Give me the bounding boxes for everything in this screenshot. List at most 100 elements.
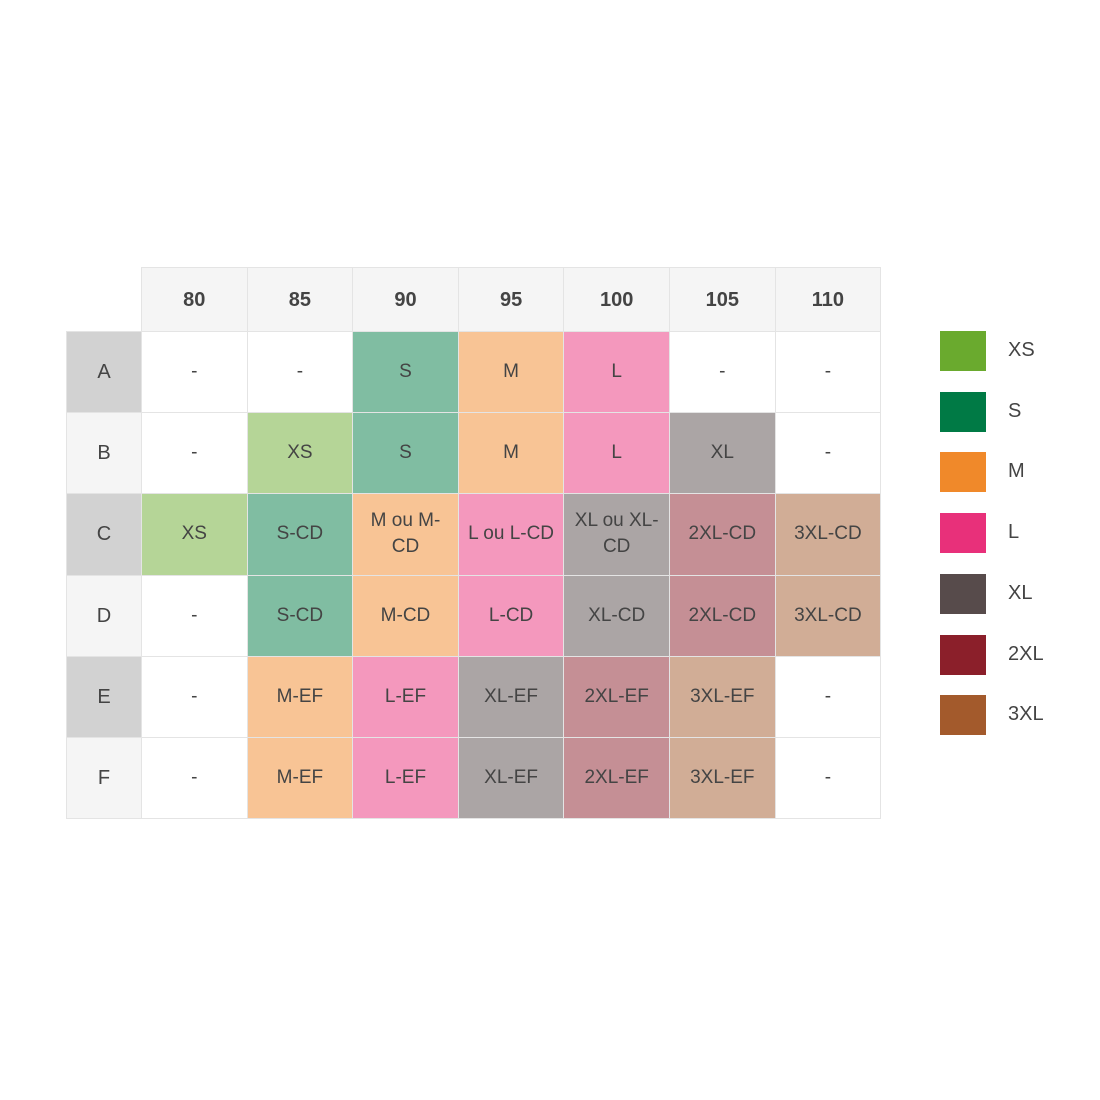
column-header: 105: [669, 267, 776, 332]
table-cell: -: [141, 331, 248, 414]
cell-text: 85: [288, 288, 312, 311]
table-cell: 2XL-CD: [669, 574, 776, 657]
legend-swatch: [940, 391, 986, 432]
cell-text: XL ou XL-CD: [574, 510, 659, 558]
cell-text: -: [191, 361, 198, 383]
table-cell: XL-CD: [563, 574, 670, 657]
table-cell: M: [457, 412, 565, 495]
cell-text: XS: [181, 523, 207, 545]
table-cell: -: [246, 331, 354, 414]
legend-swatch: [940, 452, 986, 493]
table-cell: 3XL-CD: [774, 493, 882, 576]
table-cell: -: [774, 655, 882, 738]
cell-text: L: [611, 442, 622, 464]
cell-text: 80: [183, 288, 206, 311]
cell-text: -: [296, 361, 304, 383]
cell-text: S-CD: [276, 523, 324, 545]
table-cell: 3XL-EF: [669, 655, 776, 738]
table-cell: S-CD: [246, 493, 354, 576]
table-cell: XL ou XL-CD: [563, 493, 670, 576]
cell-text: M ou M-CD: [370, 510, 441, 558]
cell-text: D: [96, 604, 112, 627]
cell-text: E: [97, 685, 111, 708]
table-cell: 2XL-EF: [563, 737, 670, 820]
cell-text: L ou L-CD: [468, 523, 555, 545]
cell-text: -: [719, 361, 726, 383]
table-cell: XL: [669, 412, 776, 495]
cell-text: L-EF: [384, 685, 427, 707]
cell-text: L-CD: [488, 604, 534, 626]
cell-text: 100: [600, 288, 634, 311]
cell-text: F: [97, 767, 111, 790]
row-header: E: [66, 655, 142, 738]
cell-text: 2XL-EF: [584, 685, 649, 707]
cell-text: 90: [394, 288, 417, 311]
column-header: 90: [352, 267, 459, 332]
legend-swatch: [940, 634, 986, 675]
cell-text: C: [96, 523, 112, 546]
legend-label: M: [1008, 460, 1025, 483]
cell-text: A: [97, 361, 111, 384]
column-header: 95: [457, 267, 565, 332]
table-cell: M-CD: [352, 574, 459, 657]
cell-text: 3XL-CD: [794, 604, 862, 626]
cell-text: S-CD: [276, 604, 324, 626]
cell-text: M-EF: [276, 767, 324, 789]
cell-text: XS: [287, 442, 313, 464]
cell-text: 3XL-EF: [690, 767, 755, 789]
table-cell: M: [457, 331, 565, 414]
cell-text: L: [611, 361, 622, 383]
row-header: C: [66, 493, 142, 576]
cell-text: S: [399, 361, 412, 383]
table-cell: -: [141, 574, 248, 657]
cell-text: -: [824, 685, 832, 707]
cell-text: S: [399, 442, 412, 464]
table-cell: S: [352, 412, 459, 495]
table-cell: L-EF: [352, 655, 459, 738]
table-cell: -: [774, 412, 882, 495]
table-cell: L ou L-CD: [457, 493, 565, 576]
table-cell: XL-EF: [457, 655, 565, 738]
table-cell: M-EF: [246, 737, 354, 820]
cell-text: -: [191, 442, 198, 464]
row-header: A: [66, 331, 142, 414]
table-cell: XL-EF: [457, 737, 565, 820]
cell-text: 2XL-CD: [688, 523, 757, 545]
cell-text: M: [503, 442, 519, 464]
legend-label: XL: [1008, 581, 1033, 604]
legend-label: S: [1008, 399, 1022, 422]
cell-text: 2XL-EF: [584, 767, 649, 789]
cell-text: M: [503, 361, 519, 383]
cell-text: L-EF: [384, 767, 427, 789]
cell-text: XL-CD: [588, 604, 646, 626]
cell-text: 3XL-CD: [794, 523, 862, 545]
table-cell: L-EF: [352, 737, 459, 820]
legend-swatch: [940, 573, 986, 614]
table-cell: M ou M-CD: [352, 493, 459, 576]
cell-text: -: [824, 361, 832, 383]
legend-label: L: [1008, 521, 1020, 544]
column-header: 100: [563, 267, 670, 332]
cell-text: M-CD: [380, 604, 431, 626]
cell-text: -: [824, 442, 832, 464]
legend-swatch: [940, 331, 986, 371]
cell-text: 2XL-CD: [688, 604, 757, 626]
table-cell: 3XL-EF: [669, 737, 776, 820]
cell-text: XL-EF: [484, 685, 539, 707]
cell-text: 95: [499, 288, 523, 311]
legend-swatch: [940, 695, 986, 736]
cell-text: 3XL-EF: [690, 685, 755, 707]
row-header: D: [66, 574, 142, 657]
cell-text: -: [824, 767, 832, 789]
table-cell: 2XL-EF: [563, 655, 670, 738]
table-cell: L-CD: [457, 574, 565, 657]
row-header: B: [66, 412, 142, 495]
cell-text: -: [191, 685, 198, 707]
cell-text: 105: [705, 288, 739, 311]
table-cell: L: [563, 412, 670, 495]
legend-label: XS: [1008, 339, 1035, 361]
cell-text: XL: [710, 442, 734, 464]
cell-text: 110: [811, 288, 845, 311]
table-cell: L: [563, 331, 670, 414]
